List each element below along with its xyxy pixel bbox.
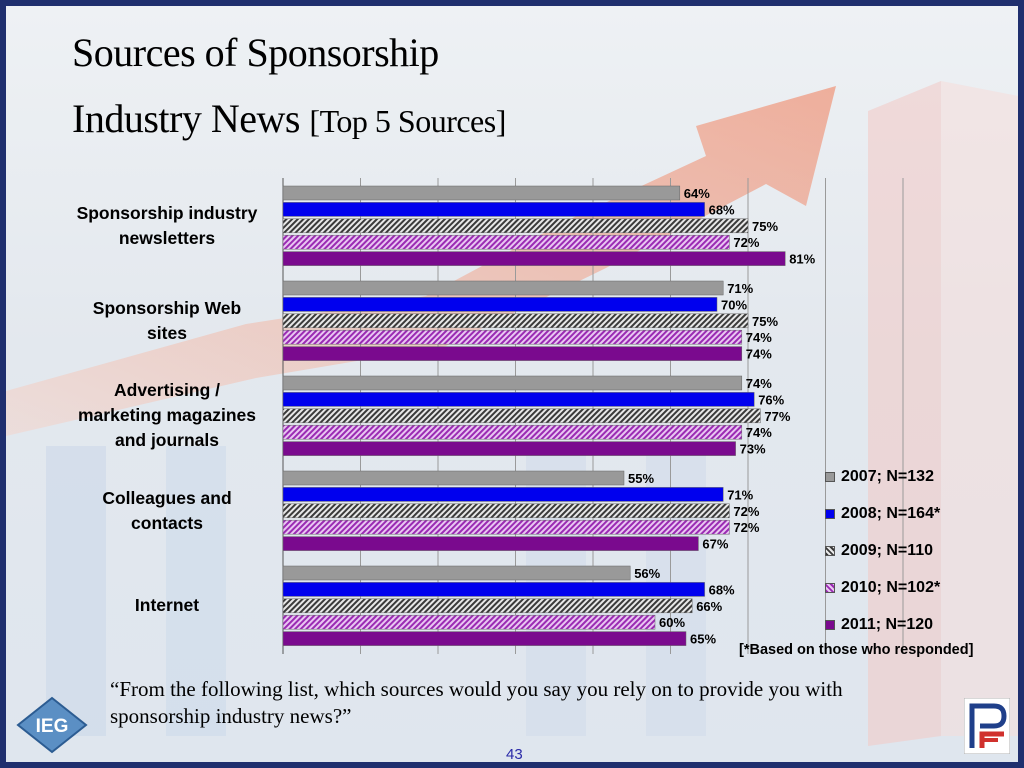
title-suffix: [Top 5 Sources] [309,103,506,139]
bar-value-label: 64% [684,186,710,201]
category-label: Sponsorship industry newsletters [76,202,258,248]
chart-bars [282,185,786,646]
legend-item: 2007; N=132 [825,467,934,487]
bar-value-label: 74% [746,330,772,345]
bar [282,346,743,361]
bar-value-label: 67% [702,537,728,552]
legend-label: 2011; N=120 [841,616,934,633]
legend-item: 2009; N=110 [825,541,933,561]
bar-value-label: 72% [733,504,759,519]
bar [282,441,736,456]
legend-swatch [825,509,835,519]
legend-item: 2008; N=164* [825,504,940,524]
bar [282,408,761,424]
bar [282,536,699,551]
bar [282,218,749,234]
bar-value-label: 74% [746,376,772,391]
bar [282,519,730,535]
bar-value-label: 74% [746,425,772,440]
bar-value-label: 76% [758,392,784,407]
company-logo-icon [964,698,1010,754]
bar [282,470,625,486]
footnote: [*Based on those who responded] [739,642,974,658]
bar [282,313,749,329]
bar-value-label: 73% [740,442,766,457]
bar [282,598,693,614]
bar-value-label: 75% [752,314,778,329]
bar [282,202,705,217]
bar-value-label: 70% [721,297,747,312]
survey-question: “From the following list, which sources … [110,677,843,728]
bar [282,503,730,519]
bar [282,614,656,630]
bar-chart: 64%68%75%72%81%71%70%75%74%74%74%76%77%7… [282,178,904,654]
page-number: 43 [506,746,523,763]
bar-value-label: 72% [733,520,759,535]
legend-item: 2011; N=120 [825,615,933,635]
bar-value-label: 66% [696,599,722,614]
bar-value-label: 68% [709,202,735,217]
bar [282,565,631,581]
bar-value-label: 71% [727,487,753,502]
legend-item: 2010; N=102* [825,578,940,598]
legend-swatch [825,583,835,593]
bar-value-label: 72% [733,235,759,250]
slide-title: Sources of Sponsorship Industry News [Top… [72,20,506,154]
legend-label: 2008; N=164* [841,505,941,522]
legend-label: 2007; N=132 [841,468,934,485]
legend-swatch [825,620,835,630]
bar [282,392,755,407]
legend-label: 2009; N=110 [841,542,934,559]
category-label: Sponsorship Web sites [92,297,242,343]
bar-value-label: 56% [634,566,660,581]
bar [282,424,743,440]
bar-value-label: 75% [752,219,778,234]
bar [282,280,724,296]
category-label: Advertising / marketing magazines and jour… [78,380,256,451]
bar-value-label: 77% [764,409,790,424]
legend-swatch [825,472,835,482]
chart-value-labels: 64%68%75%72%81%71%70%75%74%74%74%76%77%7… [628,186,816,647]
legend-swatch [825,546,835,556]
title-line-2: Industry News [72,96,300,141]
bar [282,582,705,597]
legend-label: 2010; N=102* [841,579,941,596]
ieg-logo: IEG [16,696,88,754]
bar [282,487,724,502]
bar-value-label: 68% [709,582,735,597]
bar [282,234,730,250]
bar [282,297,718,312]
bar-value-label: 60% [659,615,685,630]
bar [282,329,743,345]
bar-value-label: 65% [690,632,716,647]
bar-value-label: 71% [727,281,753,296]
ieg-logo-text: IEG [36,716,69,737]
bar [282,631,687,646]
bar-value-label: 74% [746,347,772,362]
bar-value-label: 55% [628,471,654,486]
category-label: Internet [134,595,200,616]
bar-value-label: 81% [789,252,815,267]
bar [282,375,743,391]
bar [282,185,681,201]
title-line-1: Sources of Sponsorship [72,30,439,75]
category-label: Colleagues and contacts [102,487,232,533]
bar [282,251,786,266]
